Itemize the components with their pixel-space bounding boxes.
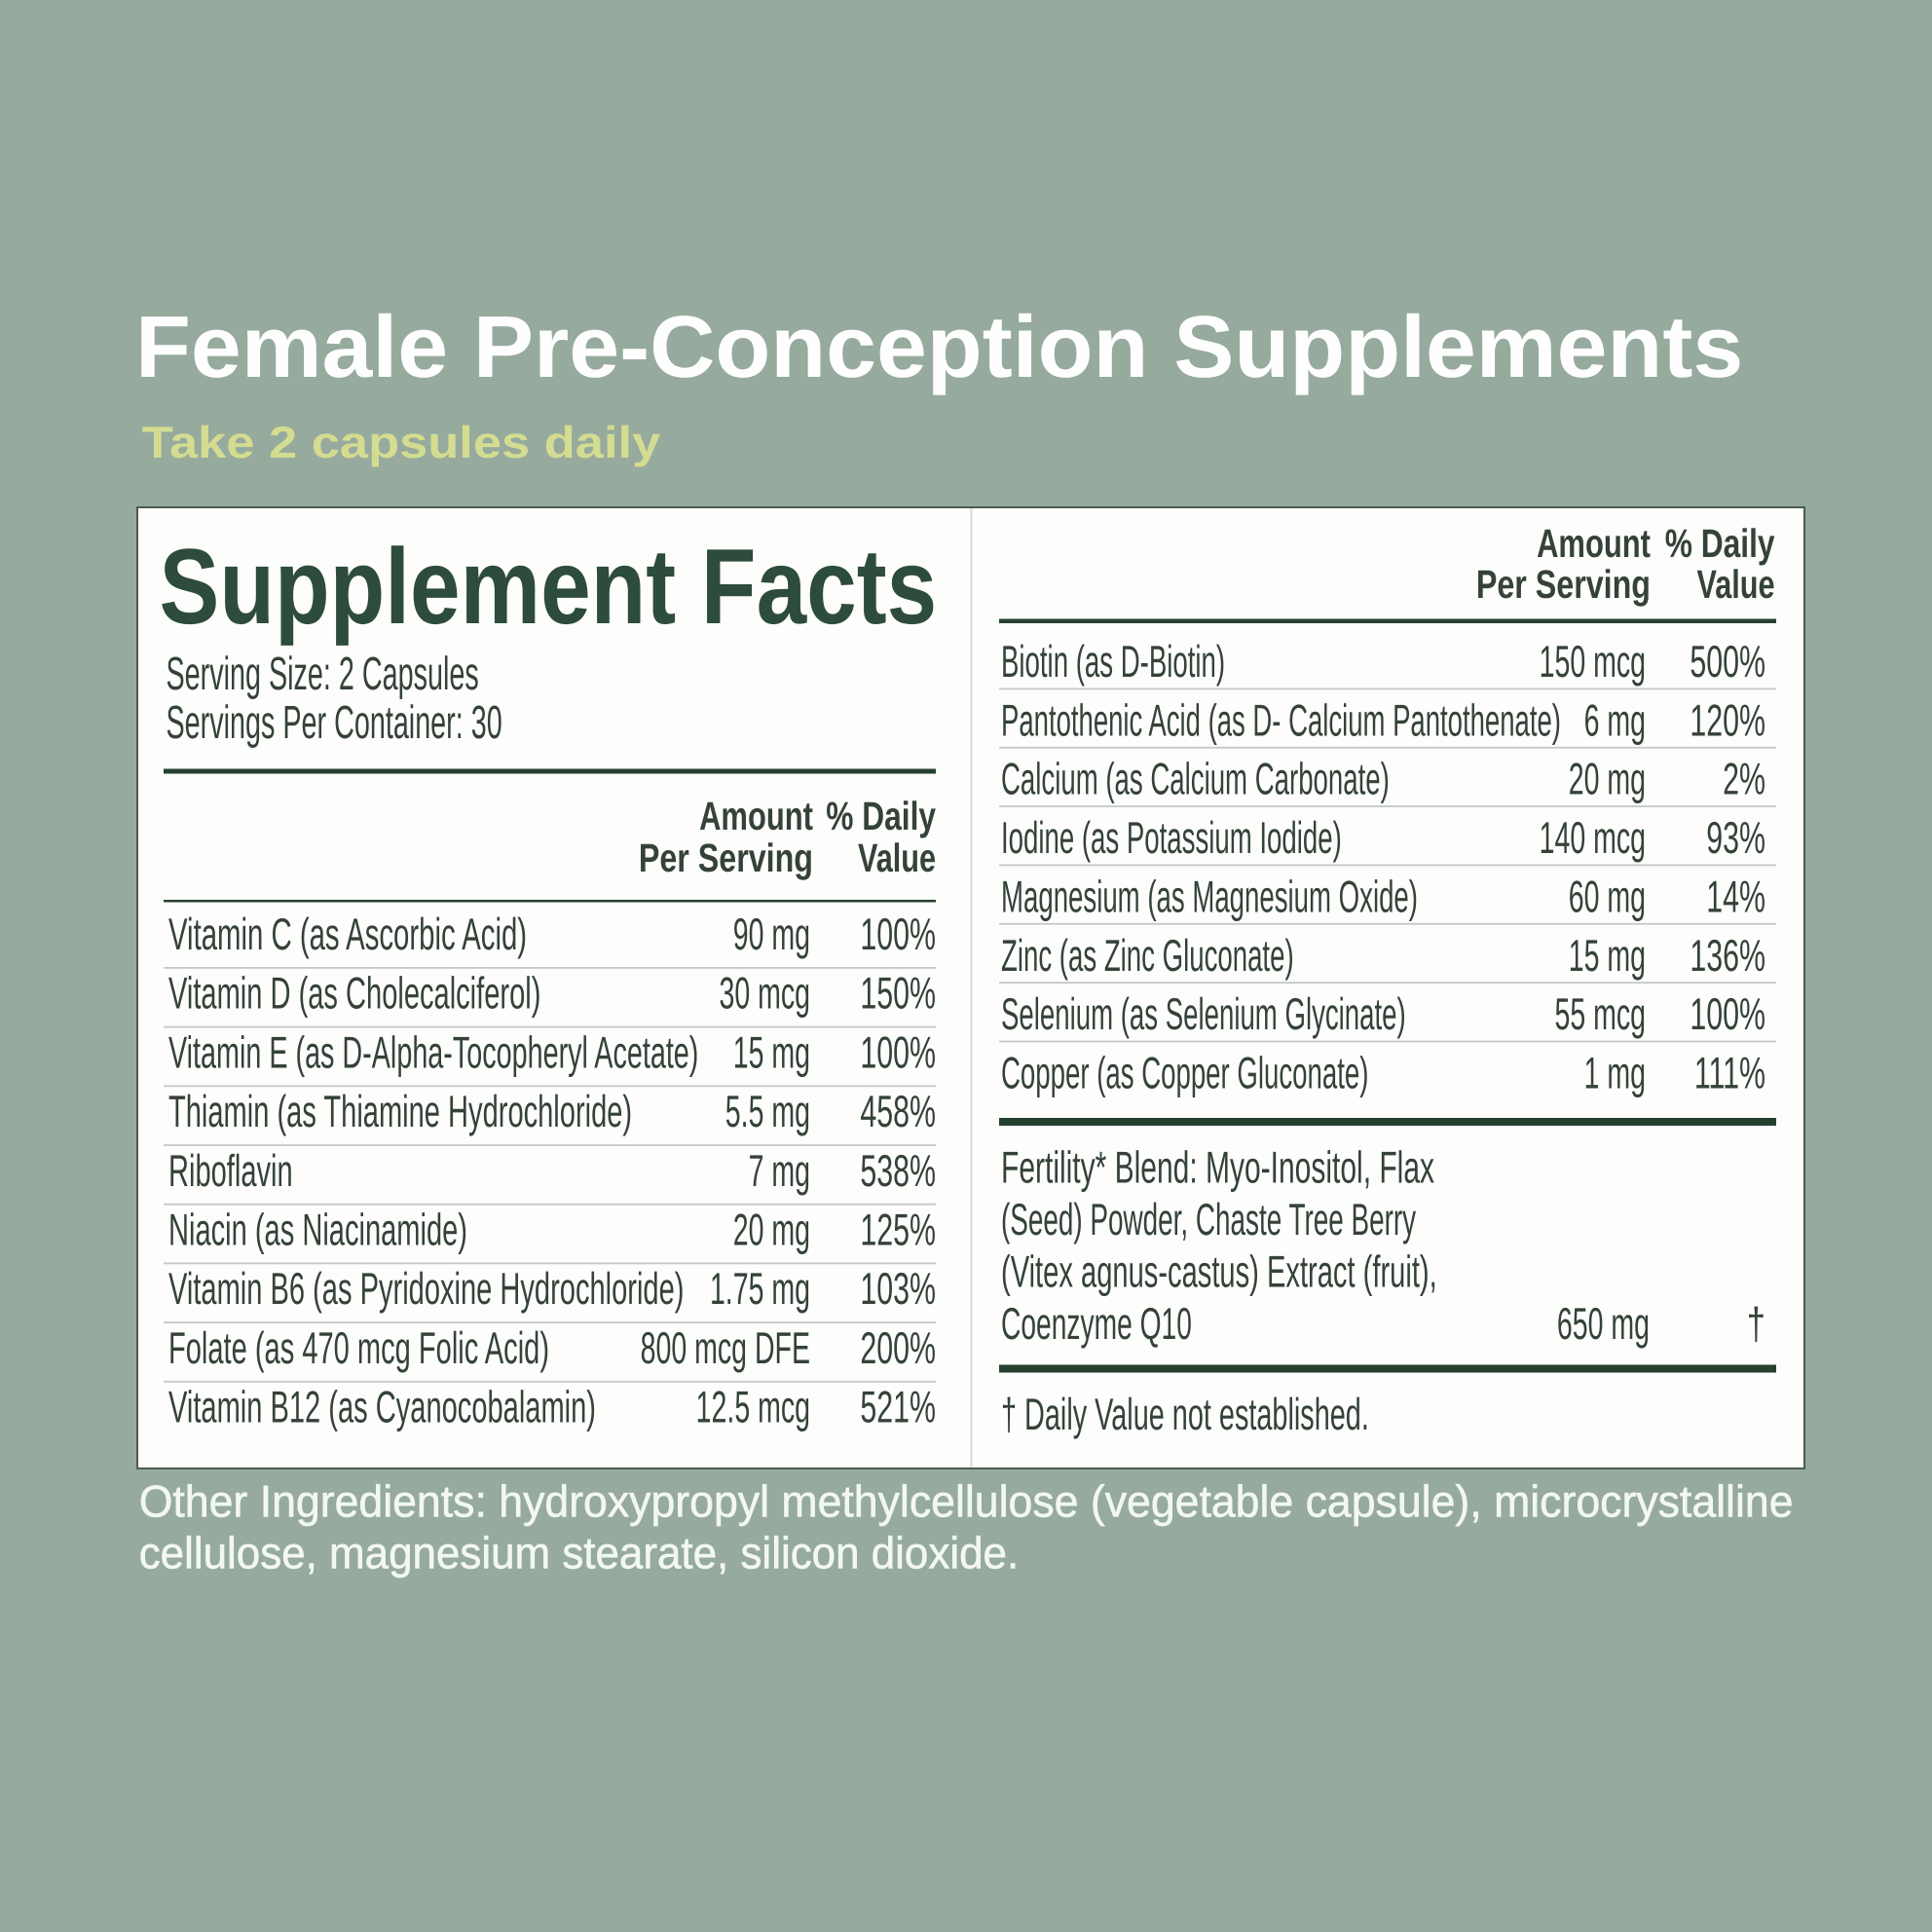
svg-text:Pantothenic Acid (as D- Calciu: Pantothenic Acid (as D- Calcium Pantothe…: [1001, 694, 1561, 745]
svg-text:125%: 125%: [860, 1205, 936, 1255]
svg-text:140 mcg: 140 mcg: [1540, 812, 1646, 863]
svg-text:7 mg: 7 mg: [749, 1145, 810, 1196]
svg-text:136%: 136%: [1690, 930, 1765, 981]
svg-text:Magnesium (as Magnesium Oxide): Magnesium (as Magnesium Oxide): [1001, 871, 1418, 921]
svg-text:521%: 521%: [860, 1382, 936, 1432]
svg-text:20 mg: 20 mg: [733, 1205, 810, 1255]
svg-text:Fertility* Blend: Myo-Inositol: Fertility* Blend: Myo-Inositol, Flax: [1001, 1142, 1434, 1193]
svg-text:Female Pre-Conception Suppleme: Female Pre-Conception Supplements: [135, 299, 1743, 396]
svg-text:cellulose, magnesium stearate,: cellulose, magnesium stearate, silicon d…: [139, 1528, 1019, 1579]
svg-text:650 mg: 650 mg: [1557, 1298, 1650, 1349]
svg-text:6 mg: 6 mg: [1584, 694, 1646, 745]
svg-text:100%: 100%: [860, 1026, 936, 1077]
svg-text:Amount: Amount: [699, 794, 813, 838]
svg-text:Other Ingredients: hydroxyprop: Other Ingredients: hydroxypropyl methylc…: [139, 1476, 1794, 1527]
svg-text:Selenium (as Selenium Glycinat: Selenium (as Selenium Glycinate): [1001, 988, 1406, 1039]
svg-text:Per Serving: Per Serving: [639, 836, 813, 880]
svg-text:120%: 120%: [1690, 694, 1765, 745]
svg-text:100%: 100%: [860, 909, 936, 959]
svg-text:Value: Value: [858, 836, 936, 880]
svg-text:Iodine (as Potassium Iodide): Iodine (as Potassium Iodide): [1001, 812, 1342, 863]
svg-text:100%: 100%: [1690, 988, 1765, 1039]
svg-text:14%: 14%: [1706, 871, 1765, 921]
svg-text:Vitamin E (as D-Alpha-Tocopher: Vitamin E (as D-Alpha-Tocopheryl Acetate…: [168, 1026, 698, 1077]
svg-text:111%: 111%: [1694, 1047, 1765, 1097]
svg-text:60 mg: 60 mg: [1569, 871, 1646, 921]
svg-text:458%: 458%: [860, 1086, 936, 1136]
svg-text:90 mg: 90 mg: [733, 909, 810, 959]
svg-text:† Daily Value not established.: † Daily Value not established.: [1001, 1389, 1369, 1439]
svg-text:(Vitex agnus-castus) Extract (: (Vitex agnus-castus) Extract (fruit),: [1001, 1246, 1437, 1297]
svg-text:1.75 mg: 1.75 mg: [710, 1263, 810, 1314]
svg-text:1 mg: 1 mg: [1584, 1047, 1646, 1097]
svg-text:†: †: [1747, 1298, 1765, 1349]
svg-text:Niacin (as Niacinamide): Niacin (as Niacinamide): [168, 1205, 467, 1255]
svg-text:15 mg: 15 mg: [1569, 930, 1646, 981]
svg-text:Value: Value: [1696, 562, 1774, 607]
svg-text:Folate (as 470 mcg Folic Acid): Folate (as 470 mcg Folic Acid): [168, 1322, 549, 1373]
svg-text:200%: 200%: [860, 1322, 936, 1373]
svg-text:Coenzyme Q10: Coenzyme Q10: [1001, 1298, 1192, 1349]
svg-text:5.5 mg: 5.5 mg: [725, 1086, 810, 1136]
svg-text:103%: 103%: [860, 1263, 936, 1314]
svg-text:Per Serving: Per Serving: [1476, 562, 1651, 607]
svg-text:500%: 500%: [1690, 636, 1765, 687]
svg-text:Serving Size: 2 Capsules: Serving Size: 2 Capsules: [167, 649, 479, 700]
svg-text:30 mcg: 30 mcg: [719, 968, 810, 1019]
svg-text:15 mg: 15 mg: [733, 1026, 810, 1077]
svg-text:Take 2 capsules daily: Take 2 capsules daily: [142, 417, 661, 467]
svg-text:% Daily: % Daily: [826, 794, 936, 838]
svg-text:Calcium (as Calcium Carbonate): Calcium (as Calcium Carbonate): [1001, 754, 1390, 804]
svg-text:Vitamin B6 (as Pyridoxine Hydr: Vitamin B6 (as Pyridoxine Hydrochloride): [168, 1263, 684, 1314]
svg-text:150 mcg: 150 mcg: [1540, 636, 1646, 687]
svg-text:Vitamin B12 (as Cyanocobalamin: Vitamin B12 (as Cyanocobalamin): [168, 1382, 596, 1432]
svg-text:55 mcg: 55 mcg: [1554, 988, 1646, 1039]
svg-text:20 mg: 20 mg: [1569, 754, 1646, 804]
svg-text:Vitamin D (as Cholecalciferol): Vitamin D (as Cholecalciferol): [168, 968, 540, 1019]
svg-text:Copper (as Copper Gluconate): Copper (as Copper Gluconate): [1001, 1047, 1368, 1097]
svg-text:538%: 538%: [860, 1145, 936, 1196]
svg-text:Riboflavin: Riboflavin: [168, 1145, 293, 1196]
svg-text:800 mcg DFE: 800 mcg DFE: [641, 1322, 810, 1373]
svg-text:2%: 2%: [1723, 754, 1765, 804]
svg-text:Supplement Facts: Supplement Facts: [160, 527, 938, 647]
svg-text:Amount: Amount: [1537, 521, 1651, 566]
svg-text:(Seed) Powder, Chaste Tree Ber: (Seed) Powder, Chaste Tree Berry: [1001, 1194, 1416, 1245]
svg-text:Vitamin C (as Ascorbic Acid): Vitamin C (as Ascorbic Acid): [168, 909, 527, 959]
svg-text:Biotin (as D-Biotin): Biotin (as D-Biotin): [1001, 636, 1225, 687]
svg-text:150%: 150%: [860, 968, 936, 1019]
svg-text:% Daily: % Daily: [1665, 521, 1775, 566]
svg-text:93%: 93%: [1706, 812, 1765, 863]
svg-text:Zinc (as Zinc Gluconate): Zinc (as Zinc Gluconate): [1001, 930, 1294, 981]
svg-text:Servings Per Container: 30: Servings Per Container: 30: [167, 697, 502, 749]
svg-text:Thiamin (as Thiamine Hydrochlo: Thiamin (as Thiamine Hydrochloride): [168, 1086, 632, 1136]
svg-text:12.5 mcg: 12.5 mcg: [696, 1382, 810, 1432]
